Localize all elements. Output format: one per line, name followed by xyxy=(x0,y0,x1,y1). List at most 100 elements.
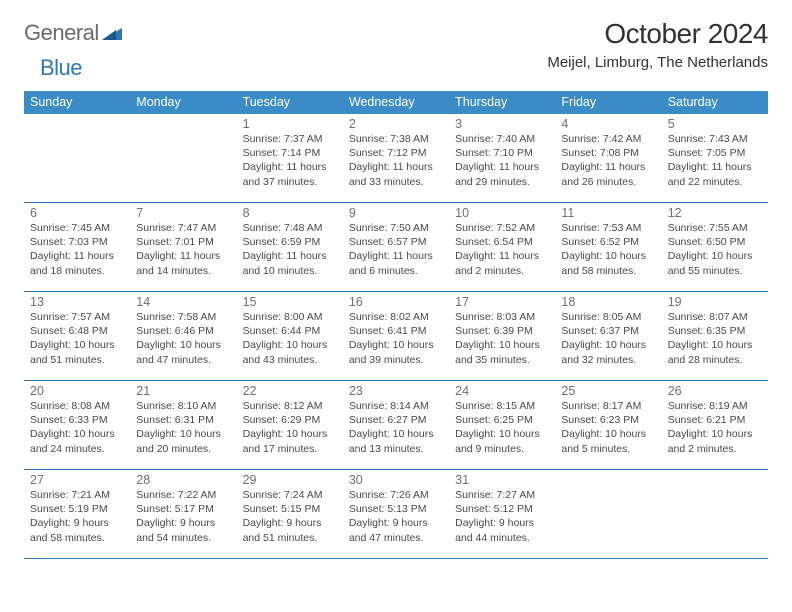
day-details: Sunrise: 8:08 AMSunset: 6:33 PMDaylight:… xyxy=(30,399,124,456)
day-details: Sunrise: 7:27 AMSunset: 5:12 PMDaylight:… xyxy=(455,488,549,545)
day-details: Sunrise: 8:10 AMSunset: 6:31 PMDaylight:… xyxy=(136,399,230,456)
day-cell: 14Sunrise: 7:58 AMSunset: 6:46 PMDayligh… xyxy=(130,292,236,380)
day-details: Sunrise: 8:05 AMSunset: 6:37 PMDaylight:… xyxy=(561,310,655,367)
day-header: Thursday xyxy=(449,91,555,114)
day-details: Sunrise: 8:17 AMSunset: 6:23 PMDaylight:… xyxy=(561,399,655,456)
day-cell: 22Sunrise: 8:12 AMSunset: 6:29 PMDayligh… xyxy=(237,381,343,469)
day-cell: 27Sunrise: 7:21 AMSunset: 5:19 PMDayligh… xyxy=(24,470,130,558)
day-details: Sunrise: 8:14 AMSunset: 6:27 PMDaylight:… xyxy=(349,399,443,456)
day-number: 19 xyxy=(668,295,762,309)
location-text: Meijel, Limburg, The Netherlands xyxy=(547,54,768,71)
logo-arrow-icon xyxy=(102,20,122,46)
day-cell: 9Sunrise: 7:50 AMSunset: 6:57 PMDaylight… xyxy=(343,203,449,291)
day-number: 13 xyxy=(30,295,124,309)
day-details: Sunrise: 8:19 AMSunset: 6:21 PMDaylight:… xyxy=(668,399,762,456)
day-details: Sunrise: 8:15 AMSunset: 6:25 PMDaylight:… xyxy=(455,399,549,456)
day-number: 3 xyxy=(455,117,549,131)
day-number: 12 xyxy=(668,206,762,220)
day-number: 8 xyxy=(243,206,337,220)
week-row: 20Sunrise: 8:08 AMSunset: 6:33 PMDayligh… xyxy=(24,381,768,470)
day-details: Sunrise: 7:53 AMSunset: 6:52 PMDaylight:… xyxy=(561,221,655,278)
day-cell: 2Sunrise: 7:38 AMSunset: 7:12 PMDaylight… xyxy=(343,114,449,202)
day-cell: 28Sunrise: 7:22 AMSunset: 5:17 PMDayligh… xyxy=(130,470,236,558)
day-number: 21 xyxy=(136,384,230,398)
day-number: 25 xyxy=(561,384,655,398)
day-details: Sunrise: 7:37 AMSunset: 7:14 PMDaylight:… xyxy=(243,132,337,189)
day-number: 14 xyxy=(136,295,230,309)
day-details: Sunrise: 7:50 AMSunset: 6:57 PMDaylight:… xyxy=(349,221,443,278)
day-cell xyxy=(662,470,768,558)
day-number: 9 xyxy=(349,206,443,220)
day-number: 7 xyxy=(136,206,230,220)
day-cell: 13Sunrise: 7:57 AMSunset: 6:48 PMDayligh… xyxy=(24,292,130,380)
day-number: 24 xyxy=(455,384,549,398)
day-header: Sunday xyxy=(24,91,130,114)
week-row: 1Sunrise: 7:37 AMSunset: 7:14 PMDaylight… xyxy=(24,114,768,203)
day-details: Sunrise: 7:52 AMSunset: 6:54 PMDaylight:… xyxy=(455,221,549,278)
title-area: October 2024 Meijel, Limburg, The Nether… xyxy=(547,18,768,71)
calendar-grid: SundayMondayTuesdayWednesdayThursdayFrid… xyxy=(24,91,768,559)
day-number: 15 xyxy=(243,295,337,309)
day-details: Sunrise: 7:57 AMSunset: 6:48 PMDaylight:… xyxy=(30,310,124,367)
day-details: Sunrise: 8:12 AMSunset: 6:29 PMDaylight:… xyxy=(243,399,337,456)
day-cell: 7Sunrise: 7:47 AMSunset: 7:01 PMDaylight… xyxy=(130,203,236,291)
day-number: 4 xyxy=(561,117,655,131)
month-title: October 2024 xyxy=(547,18,768,50)
day-cell: 30Sunrise: 7:26 AMSunset: 5:13 PMDayligh… xyxy=(343,470,449,558)
day-cell xyxy=(555,470,661,558)
day-number: 2 xyxy=(349,117,443,131)
day-cell: 1Sunrise: 7:37 AMSunset: 7:14 PMDaylight… xyxy=(237,114,343,202)
day-details: Sunrise: 7:21 AMSunset: 5:19 PMDaylight:… xyxy=(30,488,124,545)
brand-text-1: General xyxy=(24,20,99,46)
day-number: 16 xyxy=(349,295,443,309)
day-details: Sunrise: 8:07 AMSunset: 6:35 PMDaylight:… xyxy=(668,310,762,367)
day-header: Tuesday xyxy=(237,91,343,114)
day-number: 10 xyxy=(455,206,549,220)
day-cell: 29Sunrise: 7:24 AMSunset: 5:15 PMDayligh… xyxy=(237,470,343,558)
day-details: Sunrise: 7:58 AMSunset: 6:46 PMDaylight:… xyxy=(136,310,230,367)
day-cell: 26Sunrise: 8:19 AMSunset: 6:21 PMDayligh… xyxy=(662,381,768,469)
day-number: 22 xyxy=(243,384,337,398)
day-details: Sunrise: 7:45 AMSunset: 7:03 PMDaylight:… xyxy=(30,221,124,278)
day-number: 29 xyxy=(243,473,337,487)
day-cell: 12Sunrise: 7:55 AMSunset: 6:50 PMDayligh… xyxy=(662,203,768,291)
day-header: Wednesday xyxy=(343,91,449,114)
day-header: Monday xyxy=(130,91,236,114)
day-cell: 18Sunrise: 8:05 AMSunset: 6:37 PMDayligh… xyxy=(555,292,661,380)
day-number: 11 xyxy=(561,206,655,220)
brand-logo: General xyxy=(24,18,124,46)
day-details: Sunrise: 7:22 AMSunset: 5:17 PMDaylight:… xyxy=(136,488,230,545)
day-cell: 8Sunrise: 7:48 AMSunset: 6:59 PMDaylight… xyxy=(237,203,343,291)
day-cell xyxy=(24,114,130,202)
day-number: 6 xyxy=(30,206,124,220)
day-number: 26 xyxy=(668,384,762,398)
day-number: 20 xyxy=(30,384,124,398)
day-cell: 20Sunrise: 8:08 AMSunset: 6:33 PMDayligh… xyxy=(24,381,130,469)
day-details: Sunrise: 8:03 AMSunset: 6:39 PMDaylight:… xyxy=(455,310,549,367)
day-header: Friday xyxy=(555,91,661,114)
day-header: Saturday xyxy=(662,91,768,114)
day-details: Sunrise: 8:00 AMSunset: 6:44 PMDaylight:… xyxy=(243,310,337,367)
day-details: Sunrise: 7:48 AMSunset: 6:59 PMDaylight:… xyxy=(243,221,337,278)
day-cell: 19Sunrise: 8:07 AMSunset: 6:35 PMDayligh… xyxy=(662,292,768,380)
day-details: Sunrise: 7:40 AMSunset: 7:10 PMDaylight:… xyxy=(455,132,549,189)
day-number: 23 xyxy=(349,384,443,398)
brand-text-2: Blue xyxy=(40,55,82,81)
day-number: 27 xyxy=(30,473,124,487)
day-cell: 10Sunrise: 7:52 AMSunset: 6:54 PMDayligh… xyxy=(449,203,555,291)
day-details: Sunrise: 7:43 AMSunset: 7:05 PMDaylight:… xyxy=(668,132,762,189)
day-cell: 17Sunrise: 8:03 AMSunset: 6:39 PMDayligh… xyxy=(449,292,555,380)
day-number: 1 xyxy=(243,117,337,131)
day-number: 31 xyxy=(455,473,549,487)
day-cell: 21Sunrise: 8:10 AMSunset: 6:31 PMDayligh… xyxy=(130,381,236,469)
week-row: 13Sunrise: 7:57 AMSunset: 6:48 PMDayligh… xyxy=(24,292,768,381)
day-number: 18 xyxy=(561,295,655,309)
day-cell: 5Sunrise: 7:43 AMSunset: 7:05 PMDaylight… xyxy=(662,114,768,202)
day-cell: 15Sunrise: 8:00 AMSunset: 6:44 PMDayligh… xyxy=(237,292,343,380)
day-cell: 6Sunrise: 7:45 AMSunset: 7:03 PMDaylight… xyxy=(24,203,130,291)
day-details: Sunrise: 7:55 AMSunset: 6:50 PMDaylight:… xyxy=(668,221,762,278)
day-cell: 25Sunrise: 8:17 AMSunset: 6:23 PMDayligh… xyxy=(555,381,661,469)
day-number: 30 xyxy=(349,473,443,487)
day-cell: 16Sunrise: 8:02 AMSunset: 6:41 PMDayligh… xyxy=(343,292,449,380)
day-number: 28 xyxy=(136,473,230,487)
